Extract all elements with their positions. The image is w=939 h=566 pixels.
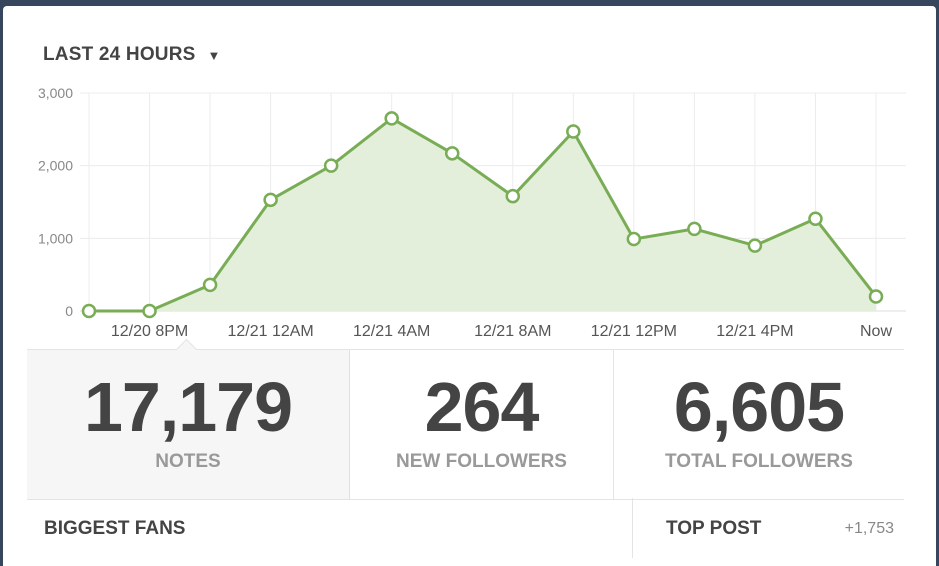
total-followers-label: TOTAL FOLLOWERS [665,451,853,472]
new-followers-label: NEW FOLLOWERS [396,451,567,472]
y-tick-label: 1,000 [38,230,73,246]
caret-down-icon: ▼ [207,47,221,63]
data-point[interactable] [384,111,399,126]
x-tick-label: 12/21 8AM [474,323,551,340]
data-point[interactable] [626,231,642,247]
stats-row: 17,179 NOTES 264 NEW FOLLOWERS 6,605 TOT… [27,338,904,500]
data-point[interactable] [81,303,97,319]
data-point[interactable] [566,124,581,139]
x-tick-label: 12/21 12AM [227,323,313,340]
new-followers-count: 264 [424,368,540,446]
new-followers-stat[interactable]: 264 NEW FOLLOWERS [350,350,614,499]
time-range-dropdown[interactable]: LAST 24 HOURS ▼ [43,44,221,66]
x-tick-label: 12/21 12PM [591,323,677,340]
total-followers-stat[interactable]: 6,605 TOTAL FOLLOWERS [614,350,904,499]
data-point[interactable] [263,192,278,208]
chart-area [89,118,876,311]
data-point[interactable] [868,289,884,304]
x-tick-label: 12/20 8PM [111,323,188,340]
notes-stat[interactable]: 17,179 NOTES [27,338,350,499]
data-point[interactable] [687,221,702,237]
biggest-fans-heading: BIGGEST FANS [44,518,186,539]
time-range-label: LAST 24 HOURS [43,44,196,65]
chart-line [89,116,878,313]
data-point[interactable] [505,188,521,204]
top-post-heading: TOP POST [666,518,762,539]
activity-chart: 0 1,000 2,000 3,000 12/20 8PM 12/21 12AM 12/2… [38,85,906,340]
y-tick-label: 3,000 [38,85,73,101]
data-point[interactable] [142,303,157,319]
data-point[interactable] [323,158,339,173]
y-tick-label: 2,000 [38,158,73,174]
data-point[interactable] [747,238,763,253]
top-post-delta: +1,753 [844,520,894,537]
x-tick-label: 12/21 4AM [353,323,430,340]
notes-count: 17,179 [83,368,293,446]
x-tick-label: 12/21 4PM [716,323,793,340]
data-point[interactable] [444,146,460,161]
x-tick-label: Now [860,323,892,340]
y-tick-label: 0 [65,303,73,319]
data-point[interactable] [202,277,218,293]
notes-label: NOTES [155,451,221,472]
total-followers-count: 6,605 [673,368,845,446]
section-divider [632,498,633,558]
data-point[interactable] [808,211,823,226]
